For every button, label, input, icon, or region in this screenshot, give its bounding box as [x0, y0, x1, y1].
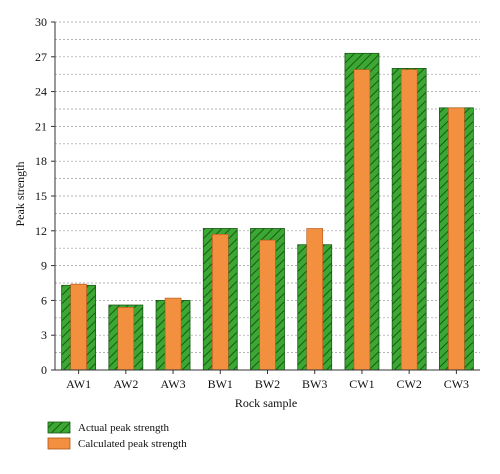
axes: 0 3 6 9 12 15 18 21 24 27 30 AW1 AW2 AW3 BW1 BW2 BW3 CW1 C…	[35, 15, 480, 391]
legend-swatch-calculated	[47, 437, 71, 450]
legend-label-actual: Actual peak strength	[78, 422, 170, 434]
bars	[61, 52, 474, 371]
bar-calculated-cw3	[448, 107, 465, 371]
legend-swatch-actual	[47, 421, 71, 434]
y-tick-label: 18	[35, 154, 47, 168]
x-tick-label: BW3	[302, 377, 327, 391]
x-tick-label: CW1	[349, 377, 374, 391]
y-axis-label: Peak strength	[13, 162, 27, 227]
y-tick-label: 21	[35, 119, 47, 133]
y-tick-label: 30	[35, 15, 47, 29]
x-tick-label: AW3	[161, 377, 186, 391]
x-tick-label: CW2	[396, 377, 421, 391]
x-tick-label: CW3	[444, 377, 469, 391]
y-tick-label: 24	[35, 85, 47, 99]
legend: Actual peak strength Calculated peak str…	[47, 421, 187, 450]
bar-calculated-cw1	[353, 69, 371, 371]
bar-calculated-bw2	[259, 239, 276, 371]
x-tick-label: BW2	[255, 377, 280, 391]
x-tick-label: AW1	[66, 377, 91, 391]
bar-calculated-bw1	[211, 233, 229, 371]
x-tick-label: AW2	[113, 377, 138, 391]
bar-calculated-aw3	[164, 297, 182, 371]
y-tick-label: 3	[41, 328, 47, 342]
x-tick-label: BW1	[208, 377, 233, 391]
y-tick-label: 9	[41, 259, 47, 273]
bar-calculated-cw2	[400, 69, 418, 371]
y-tick-label: 27	[35, 50, 47, 64]
y-tick-label: 0	[41, 363, 47, 377]
x-axis-label: Rock sample	[235, 396, 297, 410]
y-tick-label: 12	[35, 224, 47, 238]
y-tick-label: 6	[41, 293, 47, 307]
bar-calculated-aw1	[70, 283, 87, 371]
bar-calculated-aw2	[117, 307, 135, 371]
bar-calculated-bw3	[306, 228, 324, 371]
legend-label-calculated: Calculated peak strength	[78, 438, 187, 450]
y-tick-label: 15	[35, 189, 47, 203]
